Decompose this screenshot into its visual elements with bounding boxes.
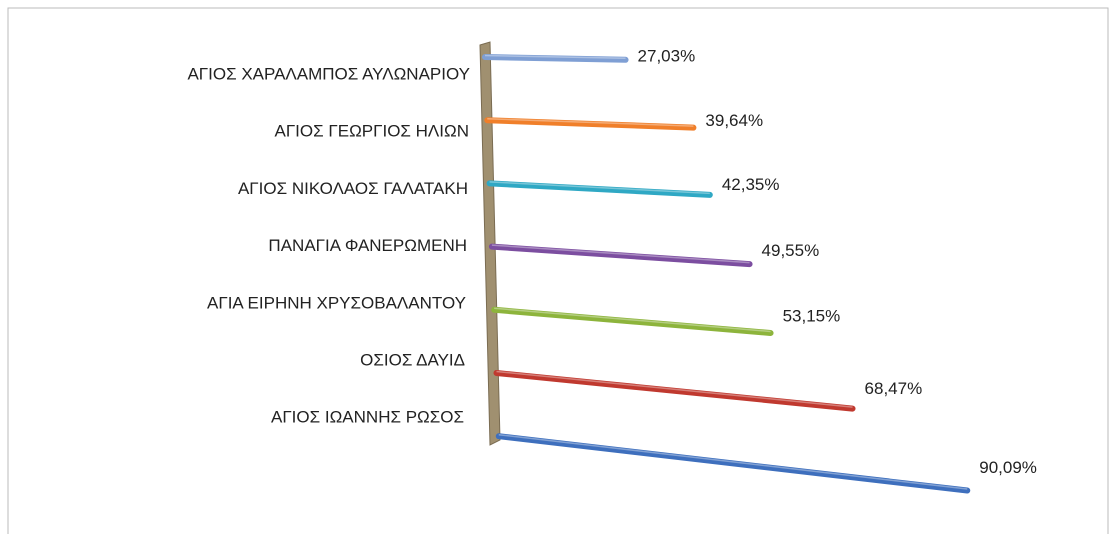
value-label: 90,09%	[979, 458, 1037, 477]
value-label: 68,47%	[865, 379, 923, 398]
category-label: ΑΓΙΟΣ ΧΑΡΑΛΑΜΠΟΣ ΑΥΛΩΝΑΡΙΟΥ	[187, 64, 470, 83]
bar	[484, 117, 697, 131]
bar-highlight	[494, 307, 771, 333]
frame	[7, 7, 1109, 534]
category-label: ΑΓΙΟΣ ΝΙΚΟΛΑΟΣ ΓΑΛΑΤΑΚΗ	[238, 179, 468, 198]
bar-highlight	[491, 244, 750, 264]
category-label: ΠΑΝΑΓΙΑ ΦΑΝΕΡΩΜΕΝΗ	[268, 236, 467, 255]
bar	[486, 180, 713, 198]
value-label: 39,64%	[705, 111, 763, 130]
category-label: ΟΣΙΟΣ ΔΑΥΙΔ	[360, 350, 465, 369]
bar-highlight	[489, 181, 710, 195]
bar	[491, 306, 774, 337]
axis-wall	[479, 41, 501, 446]
bar-highlight	[498, 433, 968, 490]
bar-highlight	[496, 370, 853, 408]
value-label: 42,35%	[722, 175, 780, 194]
value-label: 53,15%	[783, 307, 841, 326]
bar-highlight	[484, 54, 626, 60]
value-label: 27,03%	[638, 46, 696, 65]
category-label: ΑΓΙΟΣ ΙΩΑΝΝΗΣ ΡΩΣΟΣ	[271, 408, 464, 427]
bar	[482, 54, 629, 63]
bar	[493, 370, 856, 412]
value-label: 49,55%	[762, 241, 820, 260]
bar-highlight	[487, 117, 694, 127]
category-label: ΑΓΙΑ ΕΙΡΗΝΗ ΧΡΥΣΟΒΑΛΑΝΤΟΥ	[207, 293, 466, 312]
category-label: ΑΓΙΟΣ ΓΕΩΡΓΙΟΣ ΗΛΙΩΝ	[274, 122, 469, 141]
bar	[488, 243, 753, 268]
bar	[495, 433, 971, 494]
